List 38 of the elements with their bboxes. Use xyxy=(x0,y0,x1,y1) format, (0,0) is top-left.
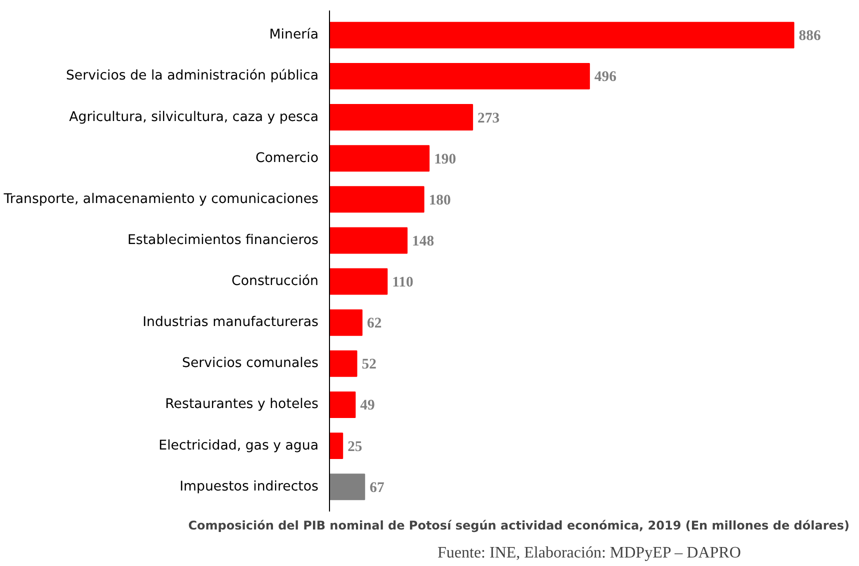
y-tick-label: Restaurantes y hoteles xyxy=(165,397,319,412)
data-label: 886 xyxy=(798,28,821,44)
bar xyxy=(330,432,344,460)
y-tick-label: Comercio xyxy=(255,150,319,166)
y-tick-label: Servicios comunales xyxy=(182,356,319,372)
bar xyxy=(330,62,590,90)
y-tick-label: Impuestos indirectos xyxy=(180,479,319,494)
data-label: 148 xyxy=(412,233,434,250)
y-tick-label: Construcción xyxy=(232,274,319,290)
y-tick-label: Agricultura, silvicultura, caza y pesca xyxy=(69,110,319,125)
bar xyxy=(330,392,356,418)
data-label: 25 xyxy=(348,438,362,455)
source-note: Fuente: INE, Elaboración: MDPyEP – DAPRO xyxy=(438,544,741,562)
data-label: 67 xyxy=(370,480,384,496)
bar xyxy=(330,350,358,377)
data-label: 52 xyxy=(362,356,376,373)
bar xyxy=(330,474,366,500)
data-label: 110 xyxy=(392,274,414,291)
bar xyxy=(330,227,408,254)
bar xyxy=(330,22,794,48)
bar xyxy=(330,104,474,130)
y-tick-label: Minería xyxy=(269,28,319,43)
y-tick-label: Industrias manufactureras xyxy=(142,315,319,330)
bar xyxy=(330,309,362,336)
y-tick-label: Electricidad, gas y agua xyxy=(158,438,318,454)
y-tick-label: Establecimientos financieros xyxy=(127,232,319,248)
data-label: 180 xyxy=(428,192,451,208)
bar xyxy=(330,145,430,172)
data-label: 190 xyxy=(434,151,456,168)
y-tick-label: Servicios de la administración pública xyxy=(66,68,319,84)
data-label: 49 xyxy=(360,398,375,414)
text: Composición del PIB nominal de Potosí según actividad económica, 2019 (En millones de dólares) xyxy=(188,518,850,532)
data-label: 273 xyxy=(478,110,500,126)
y-tick-label: Transporte, almacenamiento y comunicaciones xyxy=(2,192,319,207)
data-label: 496 xyxy=(594,69,616,86)
bar xyxy=(330,268,388,295)
data-label: 62 xyxy=(366,316,382,332)
bar xyxy=(330,186,424,213)
